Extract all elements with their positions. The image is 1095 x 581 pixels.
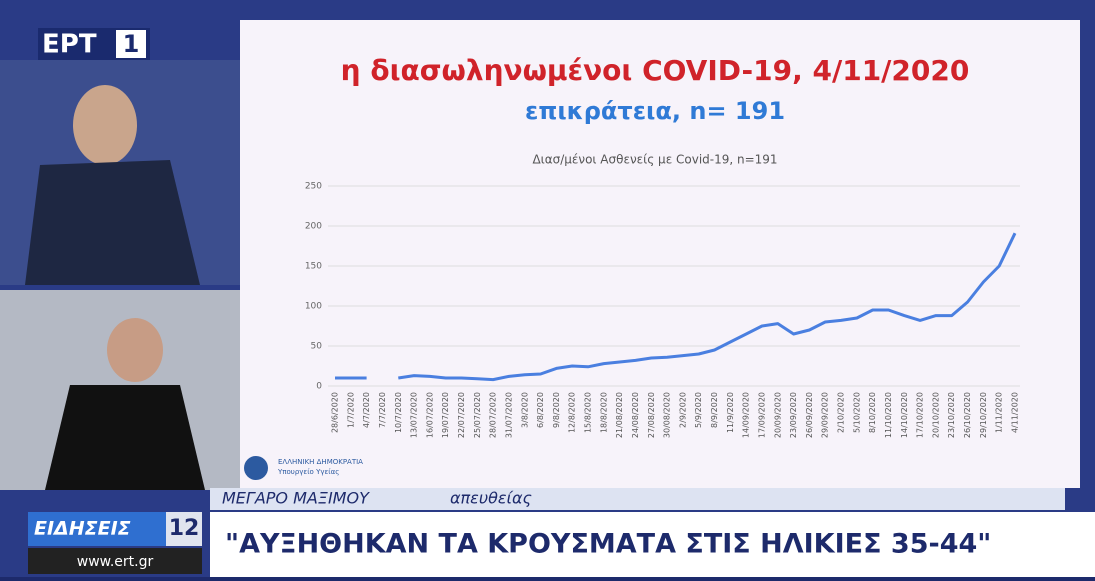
x-tick-label: 24/08/2020: [631, 392, 640, 438]
x-tick-label: 12/8/2020: [568, 392, 577, 433]
x-tick-label: 1/11/2020: [995, 392, 1004, 433]
news-box: [28, 512, 166, 546]
x-tick-label: 8/10/2020: [868, 392, 877, 433]
data-line: [335, 232, 1017, 382]
headline: "ΑΥΞΗΘΗΚΑΝ ΤΑ ΚΡΟΥΣΜΑΤΑ ΣΤΙΣ ΗΛΙΚΙΕΣ 35-…: [225, 529, 991, 560]
x-tick-label: 7/7/2020: [378, 392, 387, 428]
x-tick-label: 31/07/2020: [504, 392, 513, 438]
x-tick-label: 15/8/2020: [584, 392, 593, 433]
y-tick-label: 50: [311, 342, 323, 352]
x-tick-label: 4/11/2020: [1011, 392, 1020, 433]
line-chart: 0 50 100 150 200 250 28/6/2020 1/7/2020 4/7/2020…: [305, 182, 1020, 438]
x-tick-label: 2/10/2020: [837, 392, 846, 433]
x-tick-label: 10/7/2020: [394, 392, 403, 433]
x-tick-label: 28/07/2020: [489, 392, 498, 438]
news-label: ΕΙΔΗΣΕΙΣ: [34, 518, 131, 540]
channel: ΕΡΤ: [42, 30, 97, 60]
x-tick-label: 20/09/2020: [773, 392, 782, 438]
x-tick-label: 17/09/2020: [757, 392, 766, 438]
x-tick-label: 28/6/2020: [331, 392, 340, 433]
location: ΜΕΓΑΡΟ ΜΑΞΙΜΟΥ: [222, 489, 370, 508]
x-tick-label: 14/10/2020: [900, 392, 909, 438]
x-tick-label: 30/08/2020: [663, 392, 672, 438]
y-tick-label: 250: [305, 182, 322, 192]
y-tick-label: 150: [305, 262, 322, 272]
x-tick-label: 1/7/2020: [346, 392, 355, 428]
x-tick-label: 20/10/2020: [931, 392, 940, 438]
x-tick-label: 18/8/2020: [599, 392, 608, 433]
x-tick-label: 8/9/2020: [710, 392, 719, 428]
x-tick-label: 4/7/2020: [362, 392, 371, 428]
x-tick-label: 26/10/2020: [963, 392, 972, 438]
presenter-suit: [25, 160, 200, 285]
x-tick-label: 19/07/2020: [441, 392, 450, 438]
x-tick-label: 11/10/2020: [884, 392, 893, 438]
location-bar: [210, 488, 1065, 510]
interpreter-body: [45, 385, 205, 490]
y-tick-label: 0: [316, 382, 322, 392]
news-number-box: [166, 512, 202, 546]
x-tick-label: 13/07/2020: [410, 392, 419, 438]
emblem: [244, 456, 268, 480]
website: www.ert.gr: [77, 554, 154, 570]
x-tick-label: 26/09/2020: [805, 392, 814, 438]
x-tick-label: 5/10/2020: [852, 392, 861, 433]
org: ΕΛΛΗΝΙΚΗ ΔΗΜΟΚΡΑΤΙΑ: [278, 458, 363, 466]
channel-number: 1: [123, 30, 140, 58]
live: απευθείας: [450, 489, 532, 508]
logo-number-box: [116, 30, 146, 58]
x-tick-label: 9/8/2020: [552, 392, 561, 428]
x-tick-label: 17/10/2020: [916, 392, 925, 438]
x-tick-label: 5/9/2020: [694, 392, 703, 428]
ministry: Υπουργείο Υγείας: [277, 468, 339, 476]
y-tick-label: 200: [305, 222, 322, 232]
x-tick-label: 11/9/2020: [726, 392, 735, 433]
headline-bar: [210, 512, 1095, 577]
news-number: 12: [169, 516, 200, 541]
x-tick-label: 2/9/2020: [678, 392, 687, 428]
x-tick-label: 29/10/2020: [979, 392, 988, 438]
x-tick-label: 23/10/2020: [947, 392, 956, 438]
x-tick-label: 23/09/2020: [789, 392, 798, 438]
x-tick-label: 29/09/2020: [821, 392, 830, 438]
presenter: [73, 85, 137, 165]
slide-subheading: επικράτεια, n= 191: [525, 97, 785, 125]
y-tick-label: 100: [305, 302, 322, 312]
x-tick-label: 14/09/2020: [742, 392, 751, 438]
x-tick-label: 3/8/2020: [520, 392, 529, 428]
slide: [240, 20, 1080, 488]
x-tick-label: 22/07/2020: [457, 392, 466, 438]
slide-heading: η διασωληνωμένοι COVID-19, 4/11/2020: [341, 54, 970, 87]
x-tick-label: 16/07/2020: [425, 392, 434, 438]
x-tick-label: 25/07/2020: [473, 392, 482, 438]
x-tick-label: 21/08/2020: [615, 392, 624, 438]
chart-title: Διασ/μένοι Ασθενείς με Covid-19, n=191: [532, 153, 777, 167]
x-tick-label: 27/08/2020: [647, 392, 656, 438]
x-tick-label: 6/8/2020: [536, 392, 545, 428]
interpreter: [107, 318, 163, 382]
website-box: [28, 548, 202, 574]
